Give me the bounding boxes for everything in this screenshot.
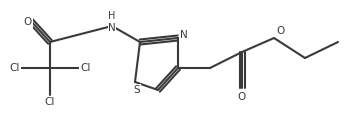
- Text: N: N: [180, 30, 188, 40]
- Text: Cl: Cl: [80, 63, 90, 73]
- Text: O: O: [276, 26, 284, 36]
- Text: Cl: Cl: [45, 97, 55, 107]
- Text: S: S: [134, 85, 140, 95]
- Text: O: O: [238, 92, 246, 102]
- Text: Cl: Cl: [10, 63, 20, 73]
- Text: N: N: [108, 23, 116, 33]
- Text: O: O: [24, 17, 32, 27]
- Text: H: H: [108, 11, 116, 21]
